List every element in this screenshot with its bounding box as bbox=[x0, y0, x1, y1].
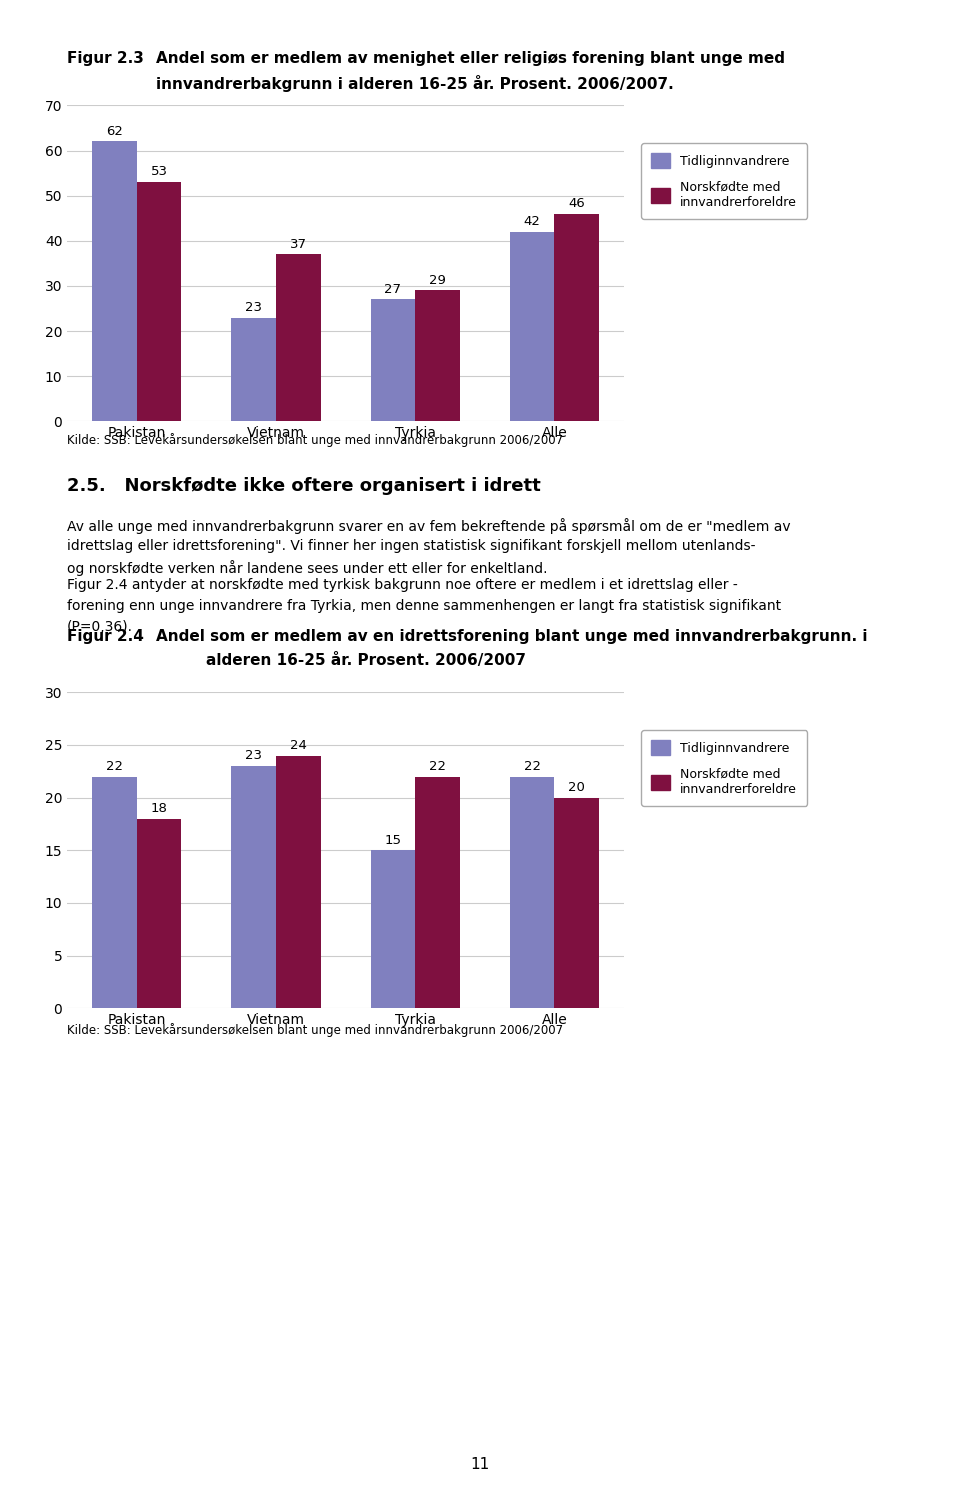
Text: 20: 20 bbox=[568, 781, 585, 793]
Bar bbox=[510, 777, 554, 1008]
Text: Figur 2.4 antyder at norskfødte med tyrkisk bakgrunn noe oftere er medlem i et i: Figur 2.4 antyder at norskfødte med tyrk… bbox=[67, 578, 738, 591]
Text: 11: 11 bbox=[470, 1457, 490, 1472]
Text: Figur 2.4: Figur 2.4 bbox=[67, 629, 144, 644]
Bar bbox=[371, 299, 415, 421]
Bar bbox=[276, 254, 321, 421]
Text: Av alle unge med innvandrerbakgrunn svarer en av fem bekreftende på spørsmål om : Av alle unge med innvandrerbakgrunn svar… bbox=[67, 518, 791, 534]
Text: (P=0,36).: (P=0,36). bbox=[67, 620, 133, 634]
Text: 24: 24 bbox=[290, 739, 306, 751]
Text: 53: 53 bbox=[151, 166, 168, 178]
Text: Kilde: SSB: Levekårsundersøkelsen blant unge med innvandrerbakgrunn 2006/2007: Kilde: SSB: Levekårsundersøkelsen blant … bbox=[67, 1023, 564, 1037]
Bar bbox=[231, 766, 276, 1008]
Text: idrettslag eller idrettsforening". Vi finner her ingen statistisk signifikant fo: idrettslag eller idrettsforening". Vi fi… bbox=[67, 539, 756, 552]
Text: Andel som er medlem av menighet eller religiøs forening blant unge med: Andel som er medlem av menighet eller re… bbox=[156, 51, 784, 66]
Bar bbox=[136, 182, 181, 421]
Text: 15: 15 bbox=[384, 834, 401, 846]
Text: 27: 27 bbox=[384, 283, 401, 295]
Text: 23: 23 bbox=[245, 301, 262, 313]
Bar bbox=[136, 819, 181, 1008]
Text: 22: 22 bbox=[106, 760, 123, 772]
Text: Andel som er medlem av en idrettsforening blant unge med innvandrerbakgrunn. i: Andel som er medlem av en idrettsforenin… bbox=[156, 629, 867, 644]
Bar bbox=[554, 214, 599, 421]
Bar bbox=[92, 141, 136, 421]
Text: 29: 29 bbox=[429, 274, 445, 286]
Text: 23: 23 bbox=[245, 749, 262, 762]
Legend: Tidliginnvandrere, Norskfødte med
innvandrerforeldre: Tidliginnvandrere, Norskfødte med innvan… bbox=[641, 730, 807, 805]
Text: alderen 16-25 år. Prosent. 2006/2007: alderen 16-25 år. Prosent. 2006/2007 bbox=[206, 653, 526, 668]
Bar bbox=[554, 798, 599, 1008]
Text: og norskfødte verken når landene sees under ett eller for enkeltland.: og norskfødte verken når landene sees un… bbox=[67, 560, 548, 576]
Bar bbox=[415, 777, 460, 1008]
Text: forening enn unge innvandrere fra Tyrkia, men denne sammenhengen er langt fra st: forening enn unge innvandrere fra Tyrkia… bbox=[67, 599, 781, 613]
Bar bbox=[371, 850, 415, 1008]
Text: 42: 42 bbox=[524, 215, 540, 227]
Text: 62: 62 bbox=[107, 125, 123, 137]
Bar bbox=[92, 777, 136, 1008]
Text: 46: 46 bbox=[568, 197, 585, 209]
Bar bbox=[276, 756, 321, 1008]
Text: 37: 37 bbox=[290, 238, 307, 250]
Text: Kilde: SSB: Levekårsundersøkelsen blant unge med innvandrerbakgrunn 2006/2007: Kilde: SSB: Levekårsundersøkelsen blant … bbox=[67, 433, 564, 447]
Bar bbox=[510, 232, 554, 421]
Bar bbox=[231, 318, 276, 421]
Text: 18: 18 bbox=[151, 802, 167, 814]
Text: 2.5.   Norskfødte ikke oftere organisert i idrett: 2.5. Norskfødte ikke oftere organisert i… bbox=[67, 477, 540, 495]
Text: Figur 2.3: Figur 2.3 bbox=[67, 51, 144, 66]
Bar bbox=[415, 290, 460, 421]
Text: innvandrerbakgrunn i alderen 16-25 år. Prosent. 2006/2007.: innvandrerbakgrunn i alderen 16-25 år. P… bbox=[156, 75, 673, 92]
Text: 22: 22 bbox=[429, 760, 446, 772]
Text: 22: 22 bbox=[523, 760, 540, 772]
Legend: Tidliginnvandrere, Norskfødte med
innvandrerforeldre: Tidliginnvandrere, Norskfødte med innvan… bbox=[641, 143, 807, 218]
